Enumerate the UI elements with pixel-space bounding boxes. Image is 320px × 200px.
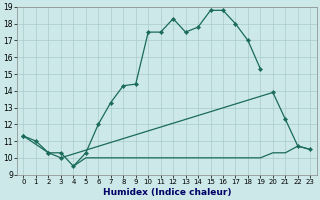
X-axis label: Humidex (Indice chaleur): Humidex (Indice chaleur) (103, 188, 231, 197)
